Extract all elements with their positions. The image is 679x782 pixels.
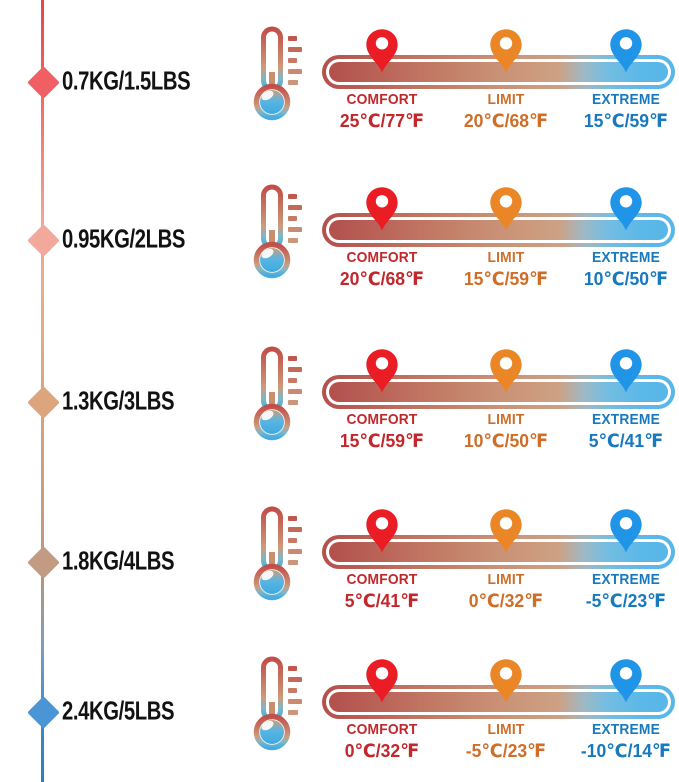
extreme-temp: -10℃/14℉	[580, 740, 671, 761]
limit-label: LIMIT	[487, 91, 525, 108]
limit-temp: 0℃/32℉	[468, 590, 543, 611]
comfort-pin-icon	[366, 349, 398, 393]
comfort-column: COMFORT 0℃/32℉	[343, 721, 422, 762]
comfort-pin-icon	[366, 509, 398, 553]
limit-column: LIMIT -5℃/23℉	[463, 721, 548, 762]
weight-row: 2.4KG/5LBS	[0, 630, 679, 782]
weight-label: 1.8KG/4LBS	[62, 545, 175, 576]
extreme-temp: 15℃/59℉	[583, 110, 668, 131]
extreme-pin-icon	[609, 659, 642, 703]
extreme-label: EXTREME	[591, 411, 660, 428]
weight-marker-diamond	[26, 65, 60, 99]
weight-marker-diamond	[26, 695, 60, 729]
weight-row: 1.3KG/3LBS	[0, 320, 679, 472]
extreme-column: EXTREME -10℃/14℉	[578, 721, 673, 762]
limit-label: LIMIT	[487, 249, 525, 266]
temperature-scale: COMFORT 0℃/32℉ LIMIT -5℃/23℉ EXTREME -10…	[322, 630, 675, 782]
weight-marker-diamond	[26, 385, 60, 419]
limit-pin-icon	[489, 349, 522, 393]
extreme-pin-icon	[609, 349, 642, 393]
extreme-label: EXTREME	[591, 571, 660, 588]
temperature-scale: COMFORT 5℃/41℉ LIMIT 0℃/32℉ EXTREME -5℃/…	[322, 480, 675, 632]
comfort-pin-icon	[366, 29, 398, 73]
limit-temp: -5℃/23℉	[465, 740, 546, 761]
weight-marker-diamond	[26, 545, 60, 579]
extreme-temp: 10℃/50℉	[583, 268, 668, 289]
extreme-temp: 5℃/41℉	[588, 430, 663, 451]
weight-marker-diamond	[26, 223, 60, 257]
comfort-label: COMFORT	[346, 571, 418, 588]
weight-row: 0.7KG/1.5LBS	[0, 0, 679, 152]
weight-row: 0.95KG/2LBS	[0, 158, 679, 310]
limit-column: LIMIT 20℃/68℉	[461, 91, 550, 132]
thermometer-icon	[253, 506, 302, 601]
limit-column: LIMIT 10℃/50℉	[461, 411, 550, 452]
thermometer-icon	[253, 346, 302, 441]
comfort-label: COMFORT	[346, 91, 418, 108]
extreme-pin-icon	[609, 509, 642, 553]
comfort-temp: 20℃/68℉	[339, 268, 425, 289]
weight-row: 1.8KG/4LBS	[0, 480, 679, 632]
limit-label: LIMIT	[487, 721, 525, 738]
weight-label: 0.7KG/1.5LBS	[62, 65, 191, 96]
limit-pin-icon	[489, 659, 522, 703]
comfort-column: COMFORT 15℃/59℉	[338, 411, 427, 452]
thermometer-icon	[253, 26, 302, 121]
comfort-temp: 5℃/41℉	[344, 590, 420, 611]
limit-pin-icon	[489, 509, 522, 553]
comfort-temp: 0℃/32℉	[344, 740, 420, 761]
extreme-label: EXTREME	[591, 721, 660, 738]
limit-pin-icon	[489, 187, 522, 231]
temperature-gradient-bar	[322, 685, 675, 719]
comfort-label: COMFORT	[346, 249, 418, 266]
extreme-temp: -5℃/23℉	[585, 590, 666, 611]
extreme-column: EXTREME 5℃/41℉	[586, 411, 665, 452]
extreme-pin-icon	[609, 187, 642, 231]
comfort-column: COMFORT 25℃/77℉	[338, 91, 427, 132]
limit-temp: 10℃/50℉	[463, 430, 548, 451]
extreme-column: EXTREME 10℃/50℉	[581, 249, 670, 290]
comfort-pin-icon	[366, 187, 398, 231]
comfort-pin-icon	[366, 659, 398, 703]
limit-column: LIMIT 0℃/32℉	[466, 571, 545, 612]
limit-temp: 15℃/59℉	[463, 268, 548, 289]
limit-label: LIMIT	[487, 571, 525, 588]
temperature-scale: COMFORT 15℃/59℉ LIMIT 10℃/50℉ EXTREME 5℃…	[322, 320, 675, 472]
thermometer-icon	[253, 656, 302, 751]
extreme-pin-icon	[609, 29, 642, 73]
comfort-temp: 15℃/59℉	[339, 430, 425, 451]
weight-label: 0.95KG/2LBS	[62, 223, 186, 254]
comfort-temp: 25℃/77℉	[339, 110, 425, 131]
limit-column: LIMIT 15℃/59℉	[461, 249, 550, 290]
temperature-scale: COMFORT 20℃/68℉ LIMIT 15℃/59℉ EXTREME 10…	[322, 158, 675, 310]
extreme-column: EXTREME -5℃/23℉	[583, 571, 668, 612]
temperature-scale: COMFORT 25℃/77℉ LIMIT 20℃/68℉ EXTREME 15…	[322, 0, 675, 152]
comfort-column: COMFORT 20℃/68℉	[338, 249, 427, 290]
extreme-label: EXTREME	[591, 249, 660, 266]
limit-pin-icon	[489, 29, 522, 73]
thermometer-icon	[253, 184, 302, 279]
comfort-label: COMFORT	[346, 411, 418, 428]
comfort-label: COMFORT	[346, 721, 418, 738]
limit-temp: 20℃/68℉	[463, 110, 548, 131]
weight-label: 1.3KG/3LBS	[62, 385, 175, 416]
extreme-label: EXTREME	[591, 91, 660, 108]
weight-label: 2.4KG/5LBS	[62, 695, 175, 726]
comfort-column: COMFORT 5℃/41℉	[343, 571, 422, 612]
extreme-column: EXTREME 15℃/59℉	[581, 91, 670, 132]
limit-label: LIMIT	[487, 411, 525, 428]
